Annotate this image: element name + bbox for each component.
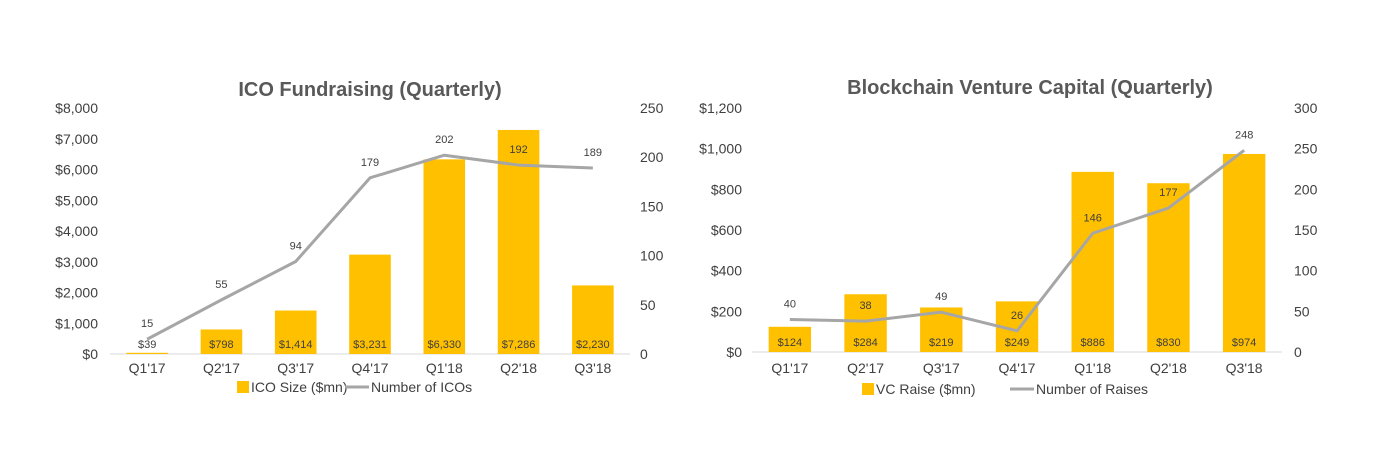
ico-left-axis-tick-label: $4,000 — [55, 223, 98, 239]
vc-bar-value-label: $886 — [1080, 337, 1104, 349]
ico-bar-value-label: $3,231 — [353, 339, 387, 351]
ico-line-value-label: 55 — [215, 279, 227, 291]
ico-bar-value-label: $39 — [138, 339, 156, 351]
vc-category-label: Q2'18 — [1150, 360, 1187, 376]
ico-category-label: Q1'18 — [426, 360, 463, 376]
ico-left-axis-tick-label: $0 — [82, 346, 98, 362]
ico-legend-line-label: Number of ICOs — [371, 379, 472, 395]
ico-right-axis-tick-label: 150 — [640, 198, 664, 214]
vc-right-axis-tick-label: 0 — [1294, 344, 1302, 360]
ico-line-value-label: 179 — [361, 157, 379, 169]
vc-right-axis-tick-label: 300 — [1294, 100, 1318, 116]
vc-bar — [1222, 153, 1266, 352]
ico-line-value-label: 189 — [584, 147, 602, 159]
ico-bar — [497, 129, 540, 354]
ico-line-value-label: 94 — [290, 241, 302, 253]
ico-line-value-label: 15 — [141, 318, 153, 330]
ico-legend-bar-swatch — [237, 381, 249, 393]
vc-category-label: Q1'17 — [771, 360, 808, 376]
vc-category-label: Q3'18 — [1226, 360, 1263, 376]
vc-line-value-label: 49 — [935, 291, 947, 303]
vc-left-axis-tick-label: $600 — [711, 222, 742, 238]
vc-line-value-label: 248 — [1235, 129, 1253, 141]
ico-right-axis-tick-label: 250 — [640, 100, 664, 116]
ico-bar-value-label: $1,414 — [279, 339, 313, 351]
ico-bar-value-label: $6,330 — [427, 339, 461, 351]
ico-category-label: Q4'17 — [352, 360, 389, 376]
ico-line-series — [146, 153, 593, 341]
ico-bar-value-label: $7,286 — [502, 339, 536, 351]
vc-chart-title: Blockchain Venture Capital (Quarterly) — [847, 77, 1213, 99]
ico-bar — [200, 329, 243, 354]
vc-line-value-label: 40 — [784, 298, 796, 310]
vc-bar-value-label: $219 — [929, 337, 953, 349]
vc-bar — [1071, 171, 1114, 352]
vc-line-series — [789, 149, 1246, 333]
ico-left-axis-tick-label: $6,000 — [55, 162, 98, 178]
vc-left-axis-tick-label: $0 — [726, 344, 742, 360]
vc-bar-value-label: $249 — [1005, 337, 1029, 349]
vc-left-axis-tick-label: $200 — [711, 303, 742, 319]
vc-right-axis-tick-label: 200 — [1294, 181, 1318, 197]
vc-right-axis-tick-label: 100 — [1294, 263, 1318, 279]
ico-right-axis-tick-label: 50 — [640, 297, 656, 313]
vc-category-label: Q1'18 — [1074, 360, 1111, 376]
vc-left-axis-tick-label: $1,000 — [699, 141, 742, 157]
vc-left-axis-tick-label: $400 — [711, 263, 742, 279]
vc-left-axis-tick-label: $800 — [711, 181, 742, 197]
vc-legend-bar-label: VC Raise ($mn) — [876, 381, 976, 397]
vc-legend-line-label: Number of Raises — [1036, 381, 1148, 397]
ico-left-axis-tick-label: $5,000 — [55, 192, 98, 208]
blockchain-vc-chart: Blockchain Venture Capital (Quarterly) $0… — [699, 77, 1317, 397]
vc-right-axis-tick-label: 250 — [1294, 141, 1318, 157]
vc-category-label: Q4'17 — [999, 360, 1036, 376]
ico-left-axis-tick-label: $8,000 — [55, 100, 98, 116]
ico-bar-value-label: $798 — [209, 339, 233, 351]
ico-fundraising-chart: ICO Fundraising (Quarterly) $0 $1,000 $2,00… — [55, 79, 663, 395]
vc-line-value-label: 38 — [859, 300, 871, 312]
ico-category-label: Q3'18 — [574, 360, 611, 376]
vc-right-axis-tick-label: 50 — [1294, 303, 1310, 319]
ico-left-axis-tick-label: $3,000 — [55, 254, 98, 270]
ico-bar — [126, 352, 168, 354]
vc-left-axis-tick-label: $1,200 — [699, 100, 742, 116]
ico-left-axis-tick-label: $1,000 — [55, 315, 98, 331]
ico-chart-title: ICO Fundraising (Quarterly) — [238, 79, 501, 101]
vc-bar-value-label: $284 — [853, 337, 877, 349]
ico-bar — [349, 254, 391, 354]
vc-bar — [768, 326, 812, 352]
vc-line-value-label: 177 — [1159, 187, 1177, 199]
ico-category-label: Q1'17 — [129, 360, 166, 376]
ico-right-axis-tick-label: 200 — [640, 149, 664, 165]
ico-line-value-label: 192 — [509, 144, 527, 156]
ico-left-axis-tick-label: $2,000 — [55, 285, 98, 301]
ico-category-label: Q2'17 — [203, 360, 240, 376]
ico-left-axis-tick-label: $7,000 — [55, 131, 98, 147]
ico-bar-value-label: $2,230 — [576, 339, 610, 351]
vc-category-label: Q3'17 — [923, 360, 960, 376]
vc-category-label: Q2'17 — [847, 360, 884, 376]
vc-legend-bar-swatch — [862, 383, 874, 395]
ico-legend-bar-label: ICO Size ($mn) — [251, 379, 347, 395]
ico-right-axis-tick-label: 100 — [640, 248, 664, 264]
ico-bar — [274, 310, 317, 354]
vc-bar — [844, 294, 887, 352]
vc-bar-value-label: $830 — [1156, 337, 1180, 349]
ico-category-label: Q2'18 — [500, 360, 537, 376]
ico-bar — [572, 285, 614, 354]
vc-bar-value-label: $124 — [778, 337, 802, 349]
ico-line-value-label: 202 — [435, 134, 453, 146]
vc-line-value-label: 26 — [1011, 310, 1023, 322]
ico-category-label: Q3'17 — [277, 360, 314, 376]
ico-right-axis-tick-label: 0 — [640, 346, 648, 362]
vc-line-value-label: 146 — [1084, 212, 1102, 224]
vc-right-axis-tick-label: 150 — [1294, 222, 1318, 238]
ico-bar — [423, 159, 466, 354]
vc-bar-value-label: $974 — [1232, 337, 1256, 349]
